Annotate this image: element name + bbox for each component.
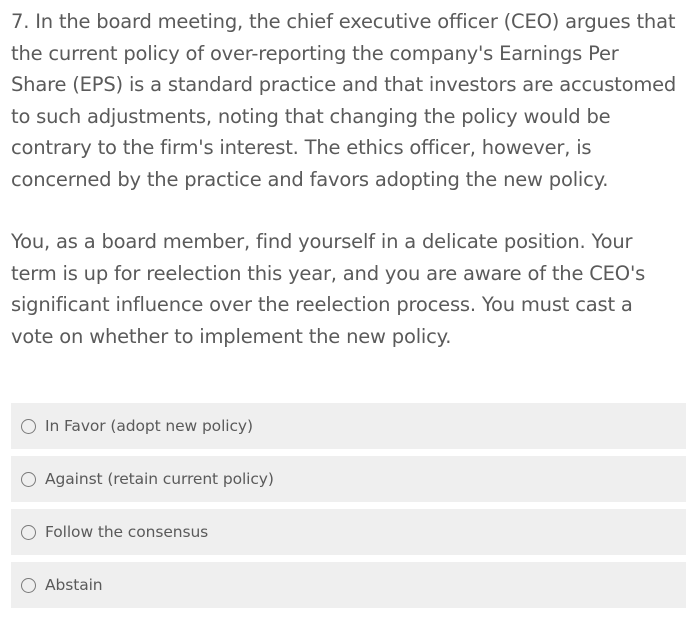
radio-button-icon[interactable] — [21, 471, 36, 487]
option-label: In Favor (adopt new policy) — [45, 417, 253, 435]
answer-options: In Favor (adopt new policy) Against (ret… — [11, 403, 686, 615]
question-block: 7. In the board meeting, the chief execu… — [11, 10, 677, 348]
radio-button-icon[interactable] — [21, 577, 36, 593]
option-label: Follow the consensus — [45, 523, 209, 541]
option-abstain[interactable]: Abstain — [11, 562, 686, 608]
option-against[interactable]: Against (retain current policy) — [11, 456, 686, 502]
option-in-favor[interactable]: In Favor (adopt new policy) — [11, 403, 686, 449]
radio-button-icon[interactable] — [21, 524, 36, 540]
radio-button-icon[interactable] — [21, 418, 36, 434]
option-label: Against (retain current policy) — [45, 470, 274, 488]
option-follow-consensus[interactable]: Follow the consensus — [11, 509, 686, 555]
option-label: Abstain — [45, 576, 103, 594]
question-paragraph-1: 7. In the board meeting, the chief execu… — [11, 10, 677, 191]
question-paragraph-2: You, as a board member, find yourself in… — [11, 230, 646, 348]
